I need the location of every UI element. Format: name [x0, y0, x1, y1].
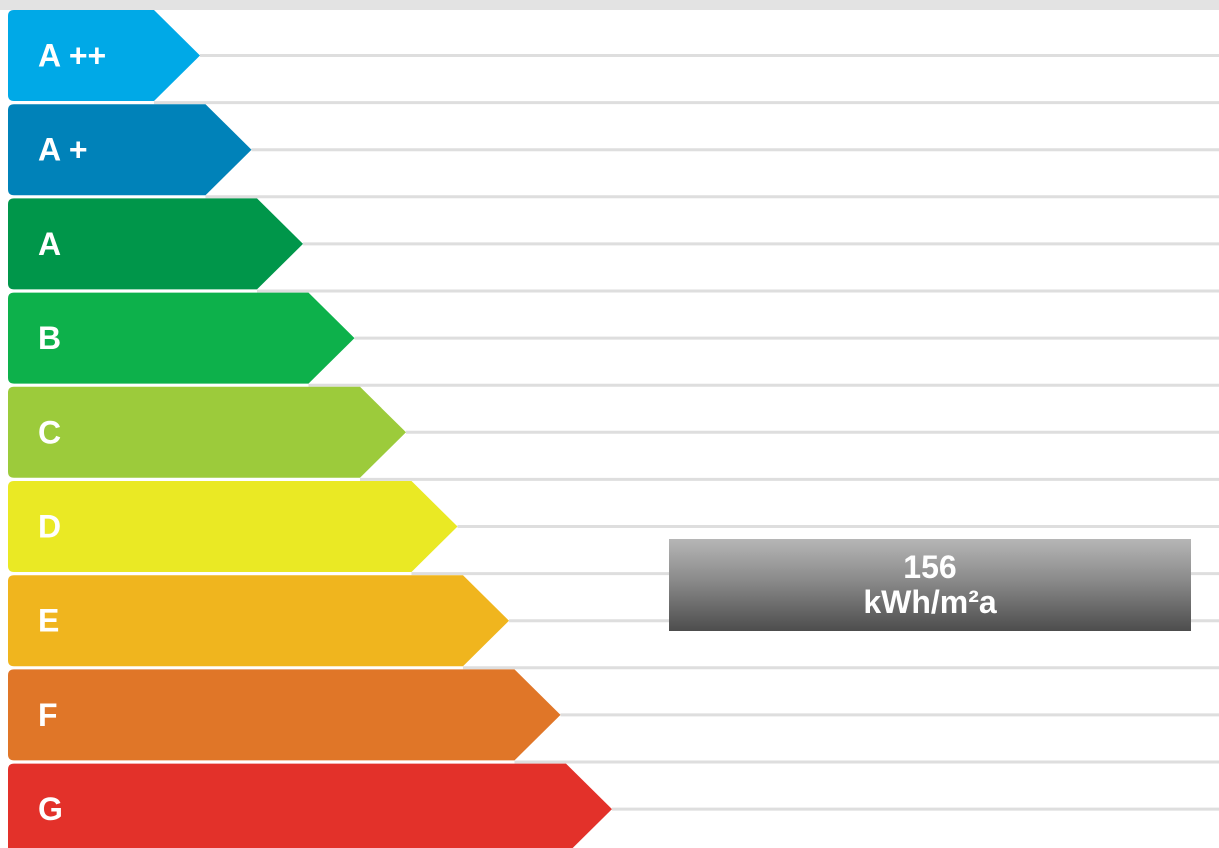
energy-bar-3 — [8, 292, 355, 384]
energy-bar-label-1: A + — [38, 132, 88, 168]
energy-bar-5 — [8, 481, 458, 572]
rating-value-box: 156 kWh/m²a — [669, 539, 1191, 631]
energy-bar-0 — [8, 10, 200, 101]
energy-bar-label-8: G — [38, 791, 63, 827]
energy-bar-8 — [8, 763, 612, 848]
energy-bar-label-2: A — [38, 226, 61, 262]
energy-bar-label-4: C — [38, 414, 61, 450]
energy-bar-label-6: E — [38, 603, 59, 639]
energy-bar-label-3: B — [38, 320, 61, 356]
top-band — [0, 0, 1219, 10]
energy-bar-1 — [8, 104, 252, 196]
energy-bar-7 — [8, 669, 561, 761]
energy-bar-label-5: D — [38, 509, 61, 545]
energy-bar-2 — [8, 198, 303, 290]
energy-bar-label-7: F — [38, 697, 58, 733]
energy-bar-label-0: A ++ — [38, 38, 106, 74]
energy-bar-4 — [8, 386, 406, 478]
energy-bar-6 — [8, 575, 509, 667]
rating-value: 156 — [903, 549, 957, 585]
rating-unit: kWh/m²a — [863, 584, 997, 620]
